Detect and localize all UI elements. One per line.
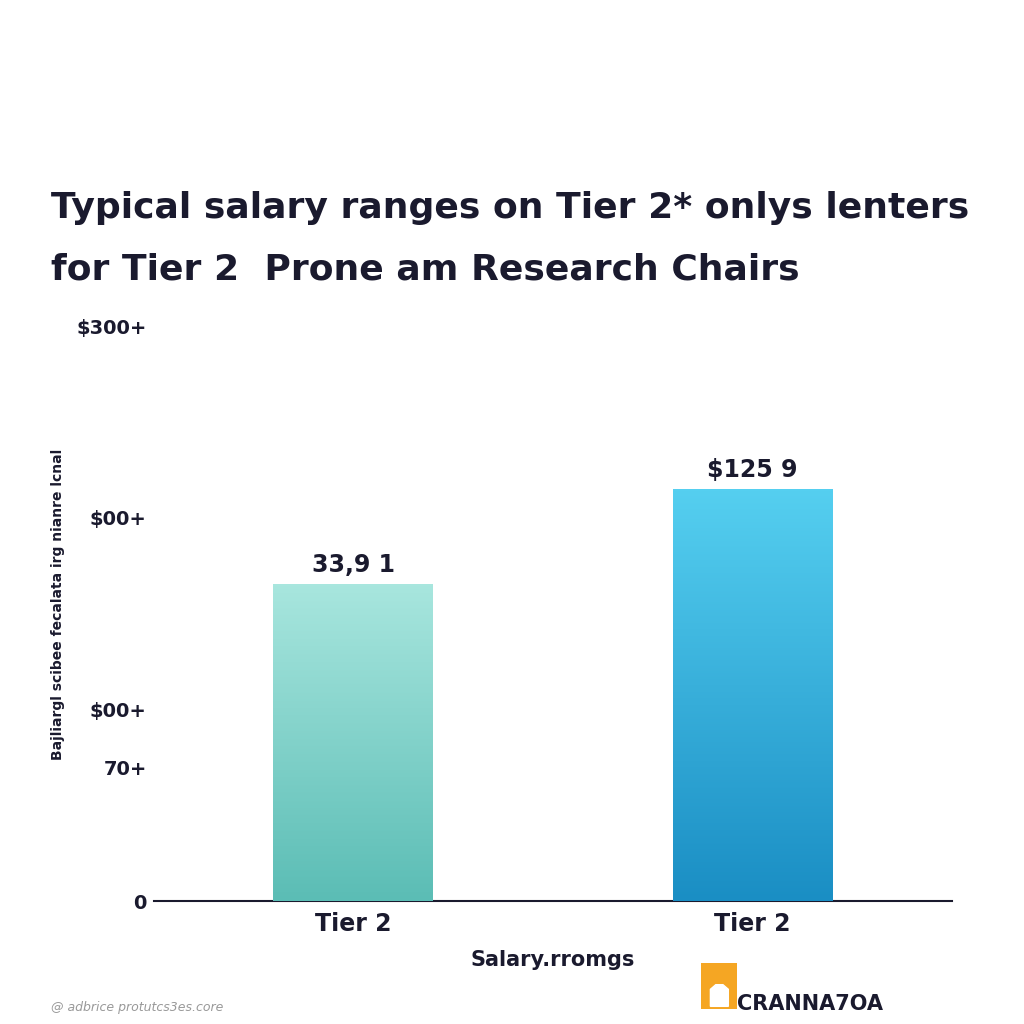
Text: 33,9 1: 33,9 1 bbox=[311, 553, 395, 578]
Text: Typical salary ranges on Tier 2* onlys lenters: Typical salary ranges on Tier 2* onlys l… bbox=[51, 191, 970, 225]
Polygon shape bbox=[711, 985, 728, 1007]
Polygon shape bbox=[703, 965, 735, 988]
Text: CRANNA7OA: CRANNA7OA bbox=[737, 993, 884, 1014]
Polygon shape bbox=[707, 985, 732, 1009]
Y-axis label: Bajliargl scibee fecalata irg nianre lcnal: Bajliargl scibee fecalata irg nianre lcn… bbox=[51, 449, 66, 760]
Text: for Tier 2  Prone am Research Chairs: for Tier 2 Prone am Research Chairs bbox=[51, 253, 800, 287]
FancyBboxPatch shape bbox=[699, 961, 739, 1011]
X-axis label: Salary.rromgs: Salary.rromgs bbox=[471, 950, 635, 970]
Text: @ adbrice protutcs3es.core: @ adbrice protutcs3es.core bbox=[51, 1000, 223, 1014]
Text: $125 9: $125 9 bbox=[708, 458, 798, 481]
